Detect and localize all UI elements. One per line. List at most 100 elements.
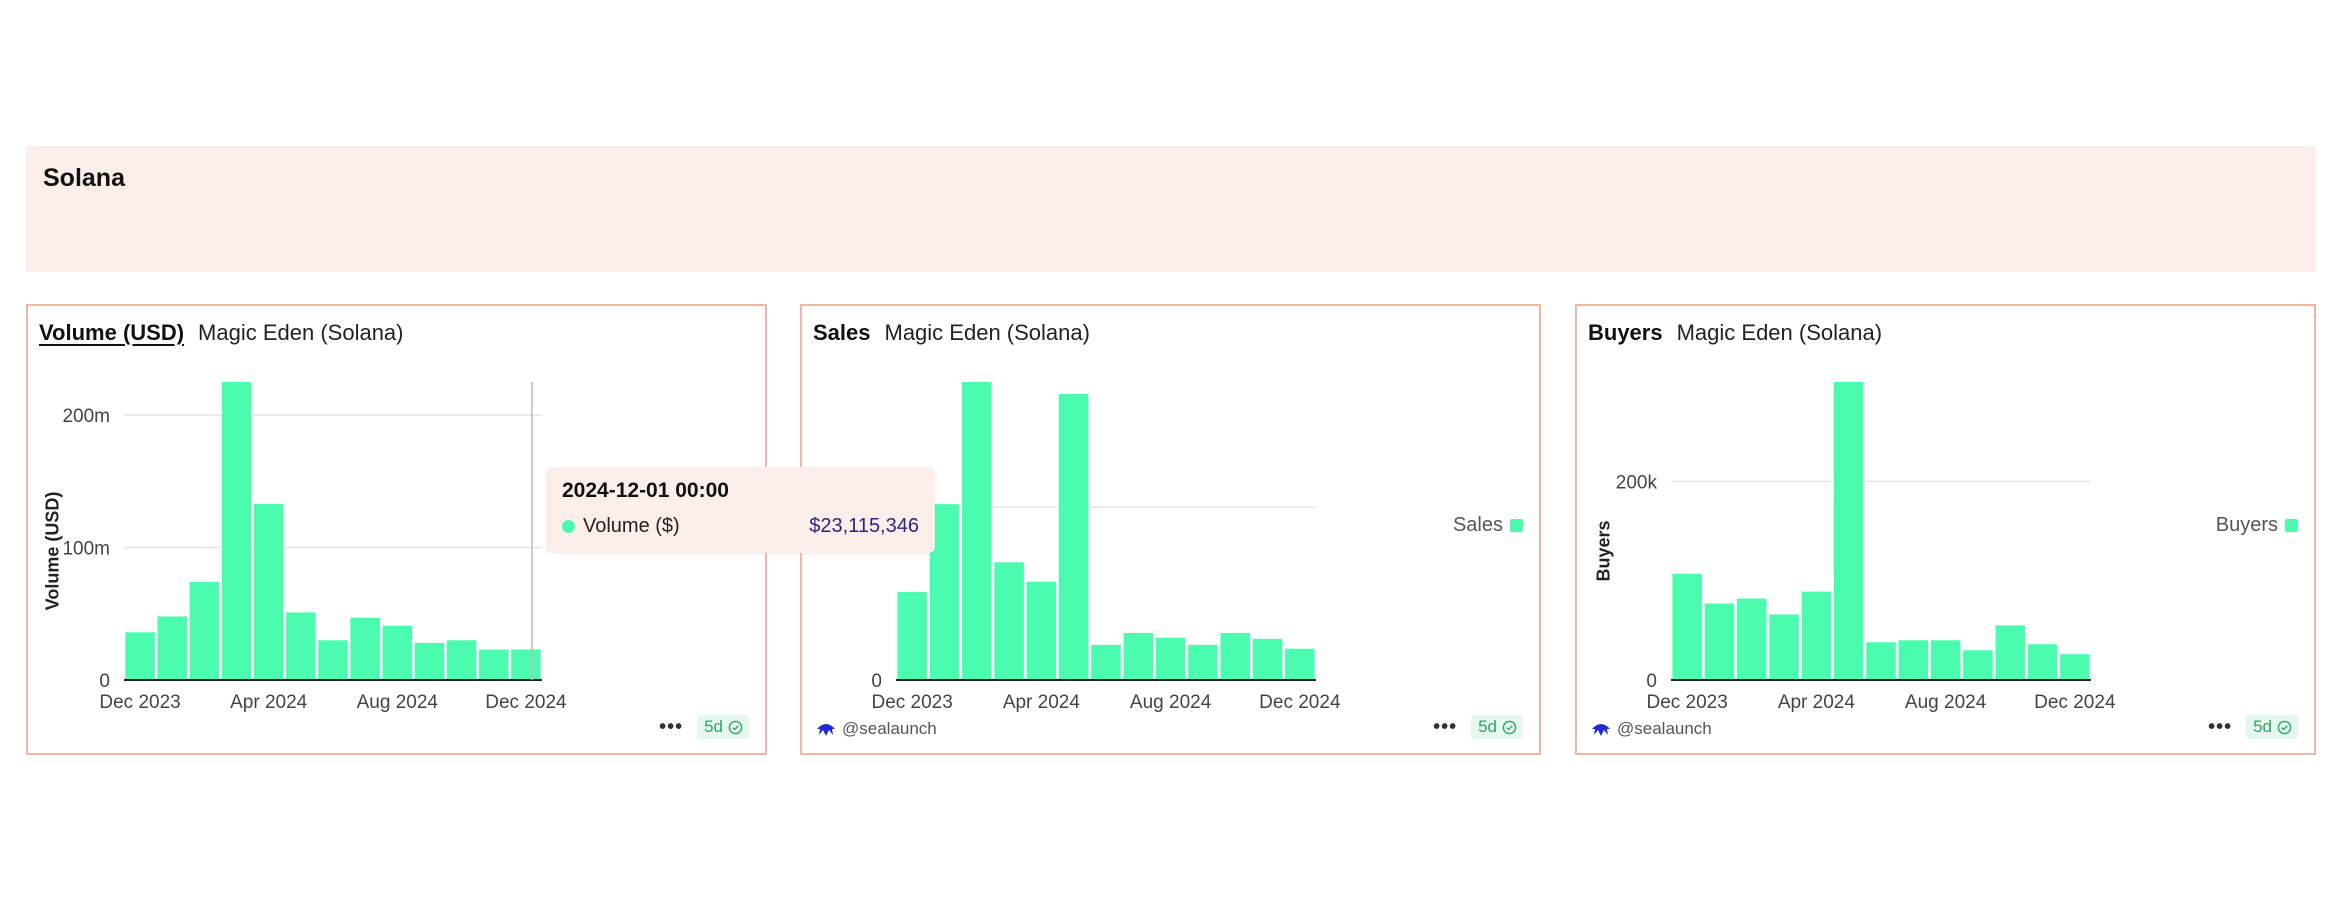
card-footer-actions: ••• 5d bbox=[659, 715, 749, 739]
x-tick-label: Aug 2024 bbox=[1130, 692, 1212, 713]
creator-attribution[interactable]: @sealaunch bbox=[1591, 719, 1712, 739]
bar bbox=[318, 640, 348, 680]
sea-creature-icon bbox=[817, 724, 835, 736]
y-tick-label: 200k bbox=[1616, 472, 1658, 493]
source-label: Magic Eden (Solana) bbox=[198, 320, 404, 345]
bar bbox=[962, 382, 992, 680]
creator-handle: @sealaunch bbox=[842, 719, 937, 738]
bar bbox=[1252, 638, 1283, 680]
source-label: Magic Eden (Solana) bbox=[1676, 320, 1883, 345]
bar bbox=[897, 592, 927, 680]
y-tick-label: 100m bbox=[62, 539, 110, 560]
metric-title[interactable]: Buyers bbox=[1588, 320, 1663, 345]
chart-legend[interactable]: Sales bbox=[1453, 514, 1523, 537]
bar bbox=[382, 625, 413, 680]
freshness-label: 5d bbox=[1478, 717, 1497, 736]
x-tick-label: Dec 2023 bbox=[1646, 692, 1727, 713]
bar bbox=[221, 382, 252, 680]
freshness-badge: 5d bbox=[697, 715, 749, 739]
card-footer-actions: ••• 5d bbox=[1433, 715, 1523, 739]
section-header: Solana bbox=[26, 146, 2316, 272]
y-tick-label: 200m bbox=[62, 406, 110, 427]
legend-label: Sales bbox=[1452, 514, 1503, 536]
x-tick-label: Apr 2024 bbox=[1778, 692, 1856, 713]
bar bbox=[1963, 650, 1993, 680]
creator-handle: @sealaunch bbox=[1617, 719, 1712, 738]
x-tick-label: Apr 2024 bbox=[230, 692, 308, 713]
x-tick-label: Dec 2024 bbox=[485, 692, 567, 713]
freshness-badge: 5d bbox=[2246, 715, 2298, 739]
bar bbox=[1801, 591, 1832, 680]
bar bbox=[1930, 640, 1961, 680]
volume-chart[interactable]: 0 100m 200m Dec 2023 Apr 2024 Aug 2024 Dec 202… bbox=[28, 306, 769, 757]
bar bbox=[253, 503, 284, 680]
x-tick-label: Dec 2023 bbox=[871, 692, 952, 713]
bar bbox=[1995, 625, 2025, 680]
x-tick-label: Dec 2024 bbox=[1259, 692, 1341, 713]
x-tick-label: Dec 2023 bbox=[99, 692, 180, 713]
tooltip-row: Volume ($) $23,115,346 bbox=[562, 515, 919, 538]
y-axis-title: Volume (USD) bbox=[42, 492, 62, 611]
bar bbox=[189, 581, 220, 680]
bar bbox=[1155, 637, 1186, 680]
card-header: Volume (USD) Magic Eden (Solana) bbox=[39, 320, 404, 346]
x-tick-label: Aug 2024 bbox=[357, 692, 439, 713]
tooltip-value: $23,115,346 bbox=[809, 515, 919, 537]
bar bbox=[125, 632, 155, 680]
y-axis-title: Buyers bbox=[1593, 520, 1613, 581]
bar bbox=[1672, 573, 1702, 680]
bar bbox=[1769, 614, 1799, 680]
bar bbox=[2027, 644, 2058, 680]
more-dots-icon[interactable]: ••• bbox=[659, 715, 684, 738]
metric-title-link[interactable]: Volume (USD) bbox=[39, 320, 185, 345]
x-tick-label: Apr 2024 bbox=[1003, 692, 1081, 713]
metric-title[interactable]: Sales bbox=[813, 320, 871, 345]
check-circle-icon bbox=[1502, 720, 1517, 734]
bar bbox=[1704, 603, 1735, 680]
bar bbox=[1123, 632, 1154, 680]
bar bbox=[1285, 648, 1315, 680]
bar bbox=[1058, 393, 1089, 680]
bar bbox=[1833, 382, 1864, 680]
bar bbox=[1737, 598, 1767, 680]
bar bbox=[446, 640, 477, 680]
y-tick-label: 0 bbox=[99, 671, 110, 692]
x-tick-label: Dec 2024 bbox=[2034, 692, 2116, 713]
series-dot bbox=[562, 520, 575, 533]
freshness-label: 5d bbox=[704, 717, 723, 736]
legend-label: Buyers bbox=[2215, 514, 2278, 536]
bar bbox=[1866, 642, 1896, 680]
bar bbox=[1898, 640, 1929, 680]
legend-swatch bbox=[2285, 519, 2298, 532]
more-dots-icon[interactable]: ••• bbox=[2208, 715, 2233, 738]
bar bbox=[286, 612, 316, 680]
more-dots-icon[interactable]: ••• bbox=[1433, 715, 1458, 738]
sea-creature-icon bbox=[1592, 724, 1610, 736]
check-circle-icon bbox=[2277, 720, 2292, 734]
freshness-badge: 5d bbox=[1471, 715, 1523, 739]
y-tick-label: 0 bbox=[871, 671, 882, 692]
bar bbox=[414, 642, 445, 680]
buyers-card: Buyers Magic Eden (Solana) 0 200k Dec 2023 A… bbox=[1575, 304, 2316, 755]
bar bbox=[994, 562, 1024, 680]
bar bbox=[1220, 632, 1250, 680]
chart-tooltip: 2024-12-01 00:00 Volume ($) $23,115,346 bbox=[546, 467, 935, 553]
bar bbox=[511, 649, 541, 680]
y-tick-label: 0 bbox=[1646, 671, 1657, 692]
bar bbox=[350, 617, 380, 680]
tooltip-date: 2024-12-01 00:00 bbox=[562, 479, 729, 502]
freshness-label: 5d bbox=[2253, 717, 2272, 736]
bar bbox=[157, 616, 187, 680]
bar bbox=[1026, 581, 1057, 680]
card-footer-actions: ••• 5d bbox=[2208, 715, 2298, 739]
chart-legend[interactable]: Buyers bbox=[2216, 514, 2298, 537]
check-circle-icon bbox=[728, 720, 743, 734]
legend-swatch bbox=[1510, 519, 1523, 532]
source-label: Magic Eden (Solana) bbox=[884, 320, 1090, 345]
bar bbox=[479, 649, 509, 680]
bar bbox=[2060, 654, 2090, 680]
section-title: Solana bbox=[43, 164, 125, 192]
creator-attribution[interactable]: @sealaunch bbox=[816, 719, 937, 739]
